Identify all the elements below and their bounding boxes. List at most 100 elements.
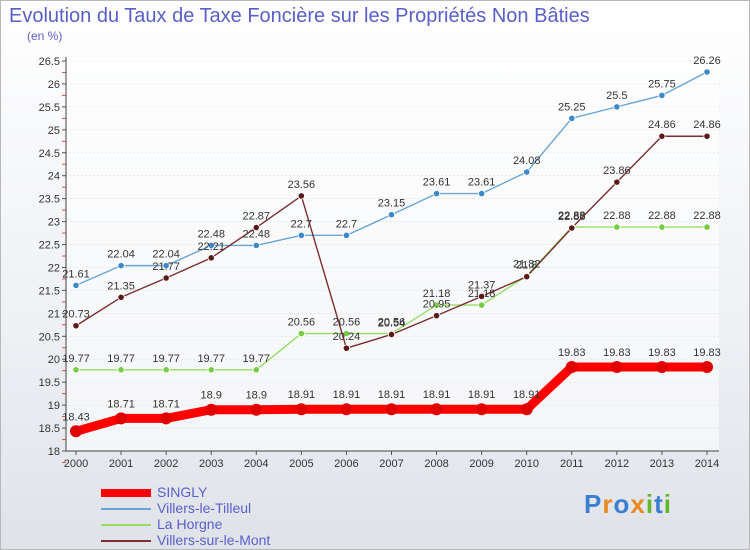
data-label: 22.04: [107, 249, 135, 261]
data-label: 21.82: [513, 259, 541, 271]
data-label: 22.21: [197, 241, 225, 253]
data-point: [610, 361, 623, 374]
data-label: 19.83: [603, 347, 631, 359]
data-label: 25.25: [558, 101, 586, 113]
data-label: 19.83: [648, 347, 676, 359]
data-label: 22.88: [603, 210, 631, 222]
y-tick-label: 22: [48, 262, 60, 274]
y-tick-label: 23: [48, 217, 60, 229]
data-label: 20.24: [333, 331, 361, 343]
data-label: 22.86: [558, 211, 586, 223]
data-point: [523, 273, 531, 281]
data-label: 22.7: [291, 218, 312, 230]
data-label: 22.88: [693, 210, 721, 222]
data-label: 23.61: [423, 177, 451, 189]
data-label: 20.73: [62, 309, 90, 321]
data-point: [162, 274, 170, 282]
x-tick-label: 2013: [650, 458, 674, 470]
data-label: 19.77: [62, 353, 90, 365]
data-label: 25.75: [648, 78, 676, 90]
data-point: [72, 322, 80, 330]
data-point: [297, 192, 305, 200]
data-label: 19.83: [558, 347, 586, 359]
data-point: [342, 231, 351, 239]
data-point: [162, 366, 170, 374]
data-label: 18.91: [288, 389, 316, 401]
x-tick-label: 2012: [605, 458, 629, 470]
x-tick-label: 2006: [334, 458, 358, 470]
data-label: 21.77: [152, 261, 180, 273]
data-point: [478, 301, 486, 309]
data-point: [117, 262, 125, 270]
data-point: [115, 412, 128, 425]
data-label: 21.61: [62, 268, 90, 280]
logo-letter: t: [654, 489, 664, 519]
logo-letter: P: [584, 489, 603, 519]
logo-letter: x: [630, 489, 646, 519]
data-label: 19.77: [152, 353, 180, 365]
data-label: 20.54: [378, 317, 406, 329]
x-tick-label: 2002: [154, 458, 178, 470]
data-point: [613, 103, 621, 111]
x-tick-label: 2007: [379, 458, 403, 470]
legend-swatch: [101, 524, 151, 526]
data-label: 18.43: [62, 411, 90, 423]
data-label: 19.77: [197, 353, 225, 365]
y-tick-label: 21: [48, 308, 60, 320]
legend-label: SINGLY: [157, 484, 208, 500]
data-label: 22.87: [243, 211, 271, 223]
data-label: 22.04: [152, 249, 180, 261]
data-label: 19.77: [107, 353, 135, 365]
logo-letter: i: [663, 489, 672, 519]
data-label: 20.56: [288, 317, 316, 329]
data-label: 24.08: [513, 155, 541, 167]
data-point: [162, 262, 170, 270]
x-tick-label: 2004: [244, 458, 268, 470]
data-label: 19.77: [243, 353, 271, 365]
data-point: [432, 301, 441, 309]
data-label: 23.86: [603, 165, 631, 177]
data-point: [568, 114, 576, 122]
logo-letter: o: [613, 489, 631, 519]
x-tick-label: 2010: [514, 458, 538, 470]
y-tick-label: 24: [48, 171, 60, 183]
data-label: 22.7: [336, 218, 357, 230]
data-label: 18.91: [468, 389, 496, 401]
y-tick-label: 20.5: [39, 331, 60, 343]
y-tick-label: 18.5: [39, 423, 60, 435]
data-label: 18.9: [246, 390, 267, 402]
data-label: 18.71: [152, 398, 180, 410]
data-point: [613, 178, 621, 186]
data-point: [478, 190, 486, 198]
y-tick-label: 26.5: [39, 56, 60, 68]
data-label: 20.56: [333, 317, 361, 329]
data-label: 23.15: [378, 198, 406, 210]
y-tick-label: 25.5: [39, 102, 60, 114]
legend-swatch: [101, 540, 151, 542]
data-label: 26.26: [693, 55, 721, 67]
data-point: [72, 366, 80, 374]
data-point: [475, 403, 488, 416]
data-label: 20.95: [423, 299, 451, 311]
data-point: [432, 312, 441, 320]
data-label: 18.71: [107, 398, 135, 410]
data-point: [387, 211, 396, 219]
legend-label: Villers-sur-le-Mont: [157, 532, 271, 548]
logo-letter: r: [602, 489, 614, 519]
y-tick-label: 25: [48, 125, 60, 137]
data-point: [478, 292, 486, 300]
data-label: 23.56: [288, 179, 316, 191]
proxiti-logo: Proxiti: [584, 489, 672, 520]
data-point: [430, 403, 443, 416]
legend-label: La Horgne: [157, 516, 223, 532]
data-label: 20.56: [378, 317, 406, 329]
data-label: 18.91: [378, 389, 406, 401]
data-point: [432, 190, 441, 198]
data-point: [655, 361, 668, 374]
data-point: [160, 412, 173, 425]
data-point: [205, 403, 218, 416]
data-point: [117, 366, 125, 374]
x-tick-label: 2008: [424, 458, 448, 470]
